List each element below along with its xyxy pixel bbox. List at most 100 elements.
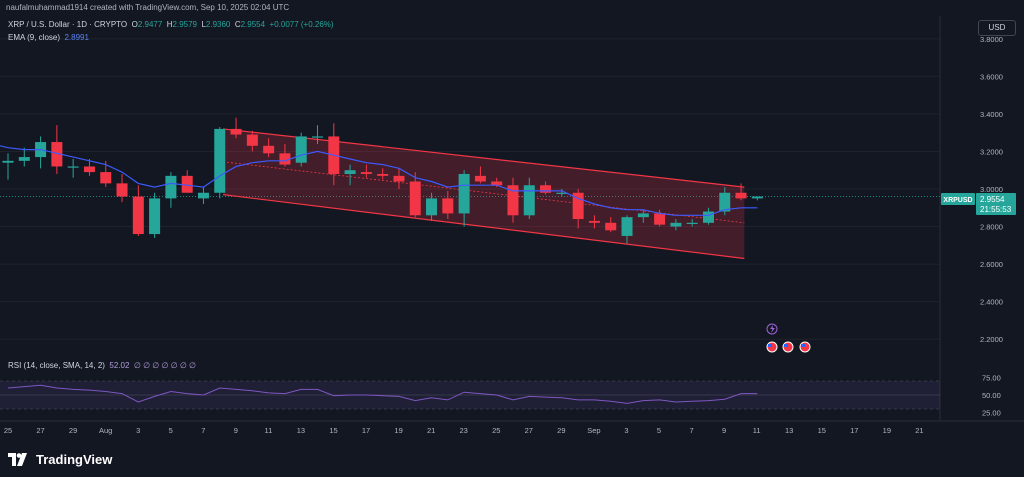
high-value: 2.9579 xyxy=(172,20,197,29)
candle[interactable] xyxy=(654,209,666,227)
candle[interactable] xyxy=(621,215,633,244)
candle[interactable] xyxy=(83,158,95,176)
candle[interactable] xyxy=(719,187,731,216)
candle-body xyxy=(507,185,519,216)
candle[interactable] xyxy=(2,153,14,180)
candle[interactable] xyxy=(507,177,519,223)
candle-body xyxy=(2,160,14,163)
time-axis: 25 27 29 Aug 3 5 7 9 11 13 15 17 19 21 23 25 27 29 Sep 3 5 7 9… xyxy=(4,426,924,435)
candle[interactable] xyxy=(279,143,291,167)
candle[interactable] xyxy=(312,125,324,144)
candle-body xyxy=(670,222,682,227)
candle[interactable] xyxy=(605,217,617,233)
footer: TradingView xyxy=(0,440,1024,477)
ema-legend[interactable]: EMA (9, close) 2.8991 xyxy=(8,33,89,42)
candle-body xyxy=(686,222,698,224)
candle[interactable] xyxy=(181,170,193,193)
candle-body xyxy=(116,183,128,197)
candle[interactable] xyxy=(149,192,161,238)
time-tick-label: 15 xyxy=(818,426,826,435)
symbol-title[interactable]: XRP / U.S. Dollar · 1D · CRYPTO xyxy=(8,20,128,29)
candle-body xyxy=(654,213,666,225)
candle[interactable] xyxy=(572,189,584,229)
candle[interactable] xyxy=(637,209,649,223)
ema-label: EMA (9, close) xyxy=(8,33,61,42)
candlesticks xyxy=(2,117,763,244)
price-tick-label: 3.0000 xyxy=(980,185,1003,194)
candle-body xyxy=(377,173,389,176)
candle[interactable] xyxy=(523,177,535,220)
time-tick-label: 7 xyxy=(689,426,693,435)
badge-price: 2.9554 xyxy=(980,195,1005,204)
candle-body xyxy=(181,175,193,193)
candle[interactable] xyxy=(246,130,258,152)
last-price-badge: XRPUSD 2.9554 21:55:53 xyxy=(941,193,1016,215)
candle[interactable] xyxy=(670,219,682,231)
candle[interactable] xyxy=(702,207,714,225)
candle[interactable] xyxy=(540,181,552,195)
candle[interactable] xyxy=(51,125,63,174)
candle[interactable] xyxy=(474,166,486,184)
candle[interactable] xyxy=(751,196,763,201)
candle-body xyxy=(312,136,324,138)
time-tick-label: 21 xyxy=(427,426,435,435)
currency-button[interactable]: USD xyxy=(978,20,1016,36)
tradingview-logo[interactable]: TradingView xyxy=(8,452,112,467)
time-tick-label: 9 xyxy=(722,426,726,435)
candle-body xyxy=(702,211,714,223)
candle[interactable] xyxy=(426,192,438,221)
price-chart[interactable]: 3.8000 3.6000 3.4000 3.2000 3.0000 2.8000 2.60… xyxy=(0,16,1024,440)
candle[interactable] xyxy=(360,164,372,178)
caption-text: naufalmuhammad1914 created with TradingV… xyxy=(6,3,290,12)
candle[interactable] xyxy=(377,168,389,180)
candle[interactable] xyxy=(735,183,747,201)
candle[interactable] xyxy=(556,189,568,197)
chart-frame[interactable]: 3.8000 3.6000 3.4000 3.2000 3.0000 2.8000 2.60… xyxy=(0,16,1024,440)
candle-body xyxy=(442,198,454,214)
candle[interactable] xyxy=(442,190,454,220)
candle-body xyxy=(621,217,633,236)
candle-body xyxy=(100,172,112,184)
time-tick-label: 19 xyxy=(394,426,402,435)
candle-body xyxy=(360,172,372,174)
candle[interactable] xyxy=(165,172,177,208)
candle[interactable] xyxy=(197,187,209,205)
time-tick-label: 17 xyxy=(850,426,858,435)
rsi-legend[interactable]: RSI (14, close, SMA, 14, 2) 52.02 ∅ ∅ ∅ … xyxy=(8,361,196,370)
candle[interactable] xyxy=(35,136,47,169)
candle[interactable] xyxy=(344,164,356,186)
candle[interactable] xyxy=(116,173,128,203)
candle-body xyxy=(540,185,552,193)
candle[interactable] xyxy=(409,172,421,218)
candle[interactable] xyxy=(393,168,405,189)
time-tick-label: 3 xyxy=(136,426,140,435)
candle[interactable] xyxy=(458,170,470,227)
candle[interactable] xyxy=(686,219,698,227)
candle[interactable] xyxy=(18,147,30,167)
candle[interactable] xyxy=(295,132,307,167)
candle[interactable] xyxy=(132,185,144,236)
candle[interactable] xyxy=(67,158,79,178)
us-flag-icon[interactable] xyxy=(782,341,794,353)
rsi-line xyxy=(7,384,758,404)
time-tick-label: 17 xyxy=(362,426,370,435)
candle-body xyxy=(719,192,731,212)
candle-body xyxy=(230,128,242,135)
ema-line xyxy=(0,145,758,216)
candle[interactable] xyxy=(263,138,275,158)
us-flag-icon[interactable] xyxy=(766,341,778,353)
time-tick-label: 27 xyxy=(36,426,44,435)
time-tick-label: 29 xyxy=(69,426,77,435)
candle-body xyxy=(51,142,63,167)
candle-body xyxy=(426,198,438,216)
us-flag-icon[interactable] xyxy=(799,341,811,353)
badge-symbol: XRPUSD xyxy=(943,197,972,204)
candle-body xyxy=(263,145,275,154)
candle[interactable] xyxy=(588,215,600,229)
candle-body xyxy=(735,192,747,199)
candle[interactable] xyxy=(214,127,226,199)
channel-lower-line xyxy=(222,194,745,260)
candle-body xyxy=(295,136,307,163)
candle[interactable] xyxy=(230,117,242,139)
lightning-icon[interactable] xyxy=(766,323,778,335)
